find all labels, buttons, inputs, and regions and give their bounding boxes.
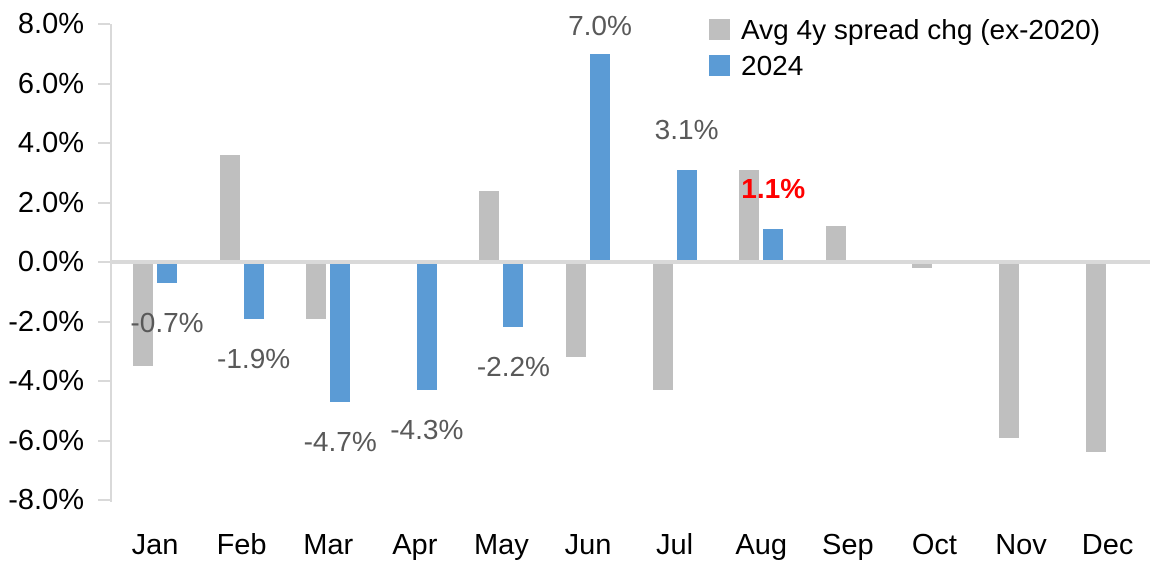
bar-avg-nov	[999, 262, 1019, 438]
bar-2024-may	[503, 262, 524, 328]
legend-item-2024: 2024	[709, 50, 1100, 81]
x-axis-label-oct: Oct	[911, 529, 957, 561]
bar-2024-aug	[763, 229, 784, 262]
y-axis-label: 6.0%	[17, 67, 84, 100]
x-axis-label-jan: Jan	[131, 529, 179, 561]
legend-label-avg: Avg 4y spread chg (ex-2020)	[741, 13, 1101, 45]
bar-avg-aug	[739, 169, 760, 262]
bar-avg-feb	[219, 154, 240, 262]
y-axis-tick	[98, 439, 110, 442]
legend: Avg 4y spread chg (ex-2020) 2024	[709, 14, 1100, 89]
y-axis-tick	[98, 499, 110, 501]
x-axis-label-dec: Dec	[1081, 529, 1134, 561]
bar-avg-mar	[306, 262, 327, 319]
x-axis-label-apr: Apr	[392, 529, 438, 561]
x-axis-label-nov: Nov	[995, 529, 1047, 561]
y-axis-label: 8.0%	[17, 8, 84, 40]
bar-avg-oct	[912, 262, 933, 268]
bar-2024-jul	[676, 169, 697, 262]
y-axis-label: 0.0%	[17, 246, 84, 278]
y-axis-tick	[98, 23, 110, 25]
data-label-apr: -4.3%	[390, 413, 464, 445]
y-axis-tick	[98, 380, 110, 382]
legend-item-avg: Avg 4y spread chg (ex-2020)	[709, 14, 1100, 45]
y-axis-tick	[98, 142, 110, 144]
x-axis-label-aug: Aug	[735, 529, 787, 561]
bar-2024-mar	[330, 262, 351, 402]
x-axis-label-jun: Jun	[564, 529, 612, 561]
zero-baseline	[110, 260, 1150, 264]
y-axis-tick	[98, 201, 110, 204]
bar-avg-jun	[566, 262, 586, 358]
data-label-may: -2.2%	[476, 351, 550, 383]
y-axis-label: 2.0%	[17, 186, 84, 219]
data-label-aug: 1.1%	[741, 173, 806, 205]
y-axis-label: -4.0%	[8, 365, 84, 397]
y-axis-tick	[98, 261, 110, 263]
bar-avg-may	[479, 190, 500, 262]
data-label-jun: 7.0%	[568, 10, 632, 41]
x-axis-label-mar: Mar	[303, 529, 354, 561]
legend-label-2024: 2024	[741, 49, 804, 81]
data-label-feb: -1.9%	[217, 342, 291, 374]
x-axis-label-may: May	[473, 529, 529, 561]
x-axis-label-feb: Feb	[216, 529, 267, 561]
y-axis-tick	[98, 82, 110, 85]
y-axis-label: -8.0%	[8, 484, 84, 516]
y-axis-label: -6.0%	[8, 424, 84, 457]
data-label-jul: 3.1%	[654, 113, 719, 145]
data-label-mar: -4.7%	[303, 425, 377, 457]
x-axis-label-sep: Sep	[821, 529, 874, 561]
bar-2024-jan	[157, 262, 177, 283]
legend-swatch-avg-icon	[709, 19, 730, 40]
x-axis-label-jul: Jul	[656, 529, 694, 561]
legend-swatch-2024-icon	[709, 55, 730, 76]
bar-2024-jun	[590, 53, 610, 262]
bar-avg-dec	[1085, 262, 1106, 453]
bar-avg-jul	[652, 262, 673, 390]
y-axis-tick	[98, 320, 110, 323]
data-label-jan: -0.7%	[130, 306, 204, 338]
bar-avg-jan	[133, 262, 153, 367]
bar-avg-sep	[825, 226, 846, 262]
y-axis-label: -2.0%	[8, 305, 84, 338]
bar-2024-apr	[416, 262, 437, 390]
bar-2024-feb	[243, 262, 264, 319]
y-axis-label: 4.0%	[17, 127, 84, 159]
